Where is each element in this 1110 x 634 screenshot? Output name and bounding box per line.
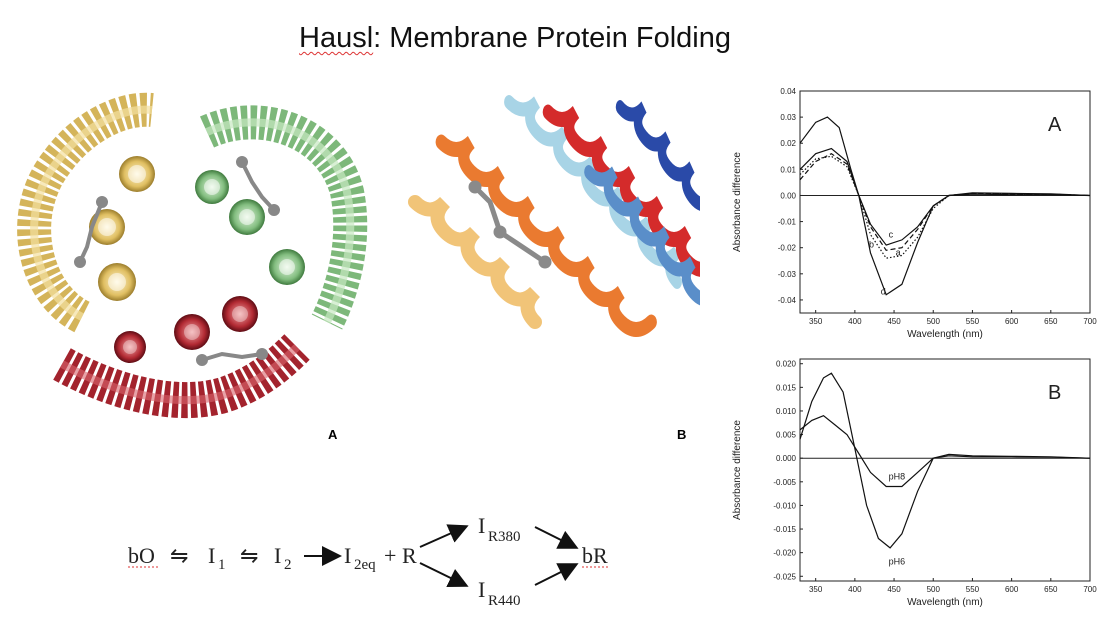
x-axis-label: Wavelength (nm): [907, 329, 983, 340]
series-line-a: [799, 155, 1091, 259]
curve-label-d: d: [881, 287, 886, 297]
spectrum-chart-b: 350 400 450 500 550 600 650 700 0.020 0.015 0.010 0…: [732, 358, 1097, 608]
series-line-c: [799, 147, 1091, 246]
y-tick-label: -0.01: [778, 218, 797, 227]
eq-I2: I: [274, 543, 281, 568]
series-line-d: [799, 116, 1091, 296]
y-tick-label: 0.000: [776, 454, 797, 463]
curve-label-c: c: [889, 229, 894, 239]
yellow-helix-cluster: [17, 92, 155, 333]
slide-title: Hausl: Membrane Protein Folding: [0, 22, 1030, 55]
retinal-ligands: [74, 156, 280, 366]
eq-IR380: I: [478, 513, 485, 538]
x-tick-label: 650: [1044, 317, 1058, 326]
panel-label-left-a: A: [328, 427, 338, 442]
y-tick-label: 0.020: [776, 360, 797, 369]
x-tick-label: 400: [848, 585, 862, 594]
y-tick-label: -0.010: [773, 501, 796, 510]
series-line-pH6: [799, 372, 1091, 549]
helix-4-red: [542, 104, 700, 277]
eq-IR440: I: [478, 577, 485, 602]
x-tick-label: 700: [1083, 317, 1097, 326]
eq-I2eq: I: [344, 543, 351, 568]
helix-6-dark-blue: [615, 100, 700, 211]
helix-2-orange: [435, 134, 657, 337]
x-tick-label: 650: [1044, 585, 1058, 594]
curve-label-pH8: pH8: [889, 471, 906, 481]
x-tick-label: 450: [887, 317, 901, 326]
y-axis-label: Absorbance difference: [732, 420, 743, 520]
plot-frame: [799, 358, 1091, 582]
x-tick-label: 500: [927, 585, 941, 594]
spectrum-chart-a: 350 400 450 500 550 600 650 700 0.04 0.03 0.02 0.01…: [732, 87, 1097, 340]
y-axis-label: Absorbance difference: [732, 152, 743, 252]
eq-I2-sub: 2: [284, 557, 292, 573]
eq-equilibrium-2: ⇋: [240, 543, 258, 568]
folding-reaction-scheme: bO ⇋ I 1 ⇋ I 2 I 2eq + R I R380 I R440 b…: [128, 513, 610, 609]
protein-side-view-image: B: [408, 95, 700, 442]
y-tick-label: 0.02: [780, 139, 796, 148]
title-author: Hausl: [299, 22, 374, 54]
y-tick-label: -0.015: [773, 525, 796, 534]
y-tick-label: 0.01: [780, 165, 796, 174]
helix-3-pale-blue: [504, 95, 682, 289]
chart-panel-label: A: [1048, 114, 1062, 136]
x-tick-label: 550: [966, 317, 980, 326]
panel-label-left-b: B: [677, 427, 686, 442]
eq-equilibrium-1: ⇋: [170, 543, 188, 568]
x-tick-label: 450: [887, 585, 901, 594]
eq-plus: +: [384, 543, 396, 568]
helix-1-pale-orange: [408, 195, 542, 329]
x-tick-label: 350: [809, 317, 823, 326]
x-tick-label: 350: [809, 585, 823, 594]
eq-I1: I: [208, 543, 215, 568]
eq-R: R: [402, 543, 417, 568]
helix-5-mid-blue: [584, 165, 700, 306]
y-tick-label: 0.03: [780, 113, 796, 122]
eq-bR: bR: [582, 543, 608, 568]
curve-label-b: b: [869, 240, 874, 250]
x-axis-label: Wavelength (nm): [907, 597, 983, 608]
chart-panel-label: B: [1048, 382, 1061, 404]
eq-IR380-sub: R380: [488, 529, 521, 545]
eq-I2eq-sub: 2eq: [354, 557, 376, 573]
plot-frame: [799, 90, 1091, 314]
title-rest: : Membrane Protein Folding: [373, 22, 731, 54]
x-tick-label: 600: [1005, 585, 1019, 594]
y-tick-label: 0.04: [780, 87, 796, 96]
y-tick-label: 0.00: [780, 191, 796, 200]
eq-IR440-sub: R440: [488, 593, 521, 609]
series-line-b: [799, 153, 1091, 251]
eq-I1-sub: 1: [218, 557, 226, 573]
x-tick-label: 600: [1005, 317, 1019, 326]
x-tick-label: 550: [966, 585, 980, 594]
eq-bO: bO: [128, 543, 155, 568]
x-tick-label: 700: [1083, 585, 1097, 594]
series-line-pH8: [799, 415, 1091, 488]
y-tick-label: -0.020: [773, 549, 796, 558]
y-tick-label: 0.010: [776, 407, 797, 416]
x-tick-label: 500: [927, 317, 941, 326]
protein-top-view-image: A: [17, 92, 368, 442]
y-tick-label: 0.005: [776, 431, 797, 440]
y-tick-label: -0.025: [773, 572, 796, 581]
x-tick-label: 400: [848, 317, 862, 326]
y-tick-label: -0.02: [778, 244, 797, 253]
y-tick-label: -0.005: [773, 478, 796, 487]
y-tick-label: -0.03: [778, 270, 797, 279]
green-helix-cluster: [195, 105, 368, 330]
curve-label-a: a: [896, 248, 901, 258]
y-tick-label: -0.04: [778, 296, 797, 305]
red-helix-cluster: [53, 296, 310, 419]
y-tick-label: 0.015: [776, 383, 797, 392]
curve-label-pH6: pH6: [889, 556, 906, 566]
retinal-ligand-side: [468, 180, 552, 269]
